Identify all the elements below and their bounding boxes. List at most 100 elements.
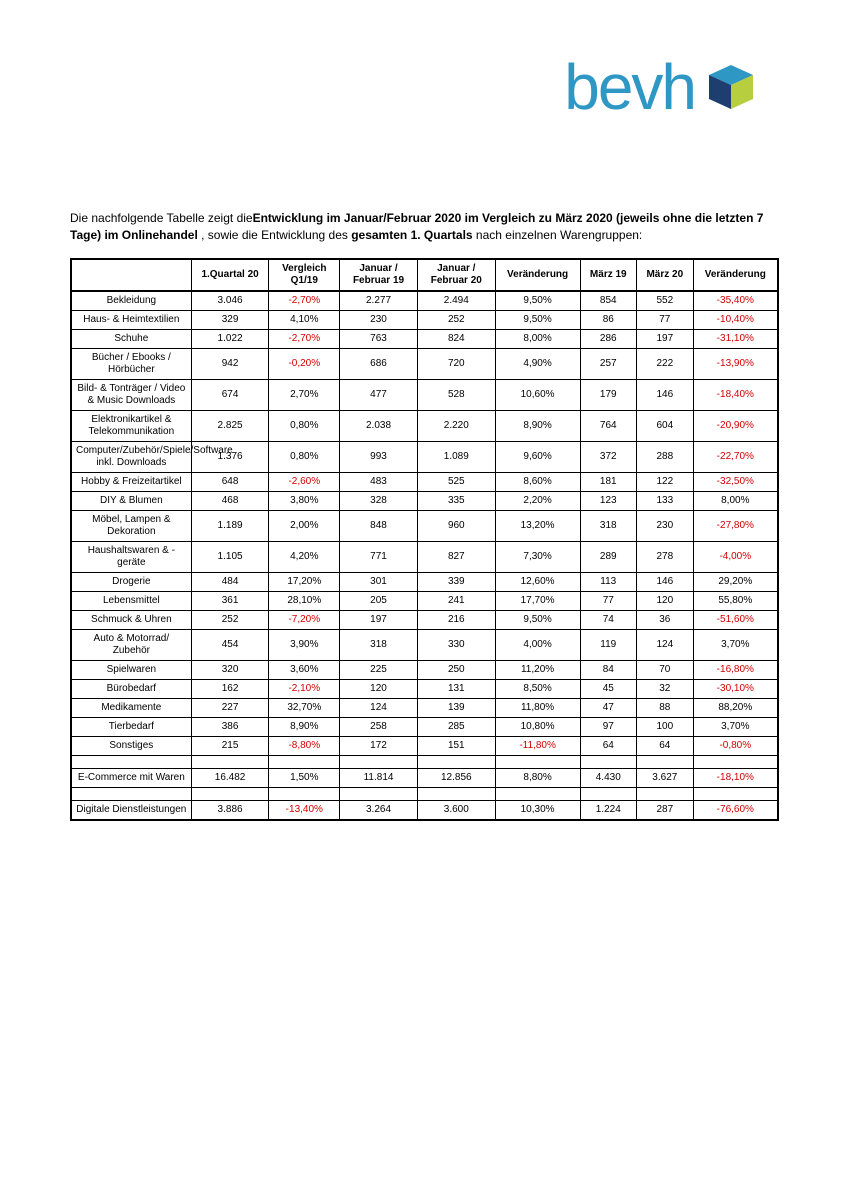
chg2-cell: -32,50%: [693, 472, 778, 491]
chg1-cell: 8,60%: [495, 472, 580, 491]
blank-cell: [71, 787, 191, 800]
q1-cell: 454: [191, 629, 269, 660]
intro-pre: Die nachfolgende Tabelle zeigt die: [70, 211, 253, 225]
intro-post: nach einzelnen Warengruppen:: [473, 228, 643, 242]
chg2-cell: -30,10%: [693, 679, 778, 698]
logo-text: bevh: [564, 55, 695, 119]
table-row: Schmuck & Uhren252-7,20%1972169,50%7436-…: [71, 610, 778, 629]
row-label: Tierbedarf: [71, 717, 191, 736]
chg2-cell: -31,10%: [693, 329, 778, 348]
blank-cell: [417, 755, 495, 768]
m19-cell: 854: [580, 291, 637, 311]
jf20-cell: 131: [417, 679, 495, 698]
q1-cell: 320: [191, 660, 269, 679]
table-row: Schuhe1.022-2,70%7638248,00%286197-31,10…: [71, 329, 778, 348]
chg1-cell: 11,80%: [495, 698, 580, 717]
m20-cell: 122: [637, 472, 694, 491]
row-label: Spielwaren: [71, 660, 191, 679]
col-header: März 20: [637, 259, 694, 291]
q1-cell: 468: [191, 491, 269, 510]
vq-cell: 4,20%: [269, 541, 340, 572]
col-header: Januar / Februar 19: [340, 259, 418, 291]
m19-cell: 47: [580, 698, 637, 717]
m19-cell: 45: [580, 679, 637, 698]
jf20-cell: 250: [417, 660, 495, 679]
m19-cell: 181: [580, 472, 637, 491]
chg1-cell: 17,70%: [495, 591, 580, 610]
jf20-cell: 285: [417, 717, 495, 736]
table-row: [71, 755, 778, 768]
q1-cell: 252: [191, 610, 269, 629]
jf19-cell: 120: [340, 679, 418, 698]
header-row: 1.Quartal 20 Vergleich Q1/19 Januar / Fe…: [71, 259, 778, 291]
chg1-cell: 13,20%: [495, 510, 580, 541]
m19-cell: 289: [580, 541, 637, 572]
q1-cell: 674: [191, 379, 269, 410]
m20-cell: 287: [637, 800, 694, 820]
intro-mid: , sowie die Entwicklung des: [198, 228, 348, 242]
jf20-cell: 2.220: [417, 410, 495, 441]
chg2-cell: -22,70%: [693, 441, 778, 472]
blank-cell: [191, 755, 269, 768]
row-label: Schmuck & Uhren: [71, 610, 191, 629]
jf19-cell: 205: [340, 591, 418, 610]
jf19-cell: 318: [340, 629, 418, 660]
m19-cell: 77: [580, 591, 637, 610]
q1-cell: 1.022: [191, 329, 269, 348]
chg1-cell: 9,50%: [495, 310, 580, 329]
m19-cell: 179: [580, 379, 637, 410]
table-head: 1.Quartal 20 Vergleich Q1/19 Januar / Fe…: [71, 259, 778, 291]
jf19-cell: 848: [340, 510, 418, 541]
vq-cell: 2,00%: [269, 510, 340, 541]
vq-cell: -2,70%: [269, 291, 340, 311]
col-header: Veränderung: [693, 259, 778, 291]
row-label: Bild- & Tonträger / Video & Music Downlo…: [71, 379, 191, 410]
vq-cell: 3,60%: [269, 660, 340, 679]
chg2-cell: -13,90%: [693, 348, 778, 379]
vq-cell: 8,90%: [269, 717, 340, 736]
blank-cell: [580, 755, 637, 768]
table-row: Hobby & Freizeitartikel648-2,60%4835258,…: [71, 472, 778, 491]
row-label: Auto & Motorrad/ Zubehör: [71, 629, 191, 660]
m19-cell: 1.224: [580, 800, 637, 820]
q1-cell: 329: [191, 310, 269, 329]
row-label: Bürobedarf: [71, 679, 191, 698]
jf19-cell: 197: [340, 610, 418, 629]
m20-cell: 222: [637, 348, 694, 379]
chg1-cell: 8,90%: [495, 410, 580, 441]
blank-cell: [495, 787, 580, 800]
vq-cell: -0,20%: [269, 348, 340, 379]
chg1-cell: 2,20%: [495, 491, 580, 510]
intro-paragraph: Die nachfolgende Tabelle zeigt dieEntwic…: [70, 210, 779, 244]
jf20-cell: 720: [417, 348, 495, 379]
blank-cell: [637, 755, 694, 768]
blank-cell: [269, 755, 340, 768]
row-label: Hobby & Freizeitartikel: [71, 472, 191, 491]
logo-cube-icon: [703, 59, 759, 115]
m20-cell: 32: [637, 679, 694, 698]
chg1-cell: 7,30%: [495, 541, 580, 572]
chg2-cell: 55,80%: [693, 591, 778, 610]
blank-cell: [417, 787, 495, 800]
row-label: Bücher / Ebooks / Hörbücher: [71, 348, 191, 379]
chg2-cell: 3,70%: [693, 717, 778, 736]
table-row: Auto & Motorrad/ Zubehör4543,90%3183304,…: [71, 629, 778, 660]
blank-cell: [693, 755, 778, 768]
row-label: Lebensmittel: [71, 591, 191, 610]
m19-cell: 764: [580, 410, 637, 441]
jf20-cell: 525: [417, 472, 495, 491]
jf19-cell: 230: [340, 310, 418, 329]
vq-cell: -2,70%: [269, 329, 340, 348]
q1-cell: 215: [191, 736, 269, 755]
vq-cell: 2,70%: [269, 379, 340, 410]
jf19-cell: 328: [340, 491, 418, 510]
m20-cell: 146: [637, 572, 694, 591]
blank-cell: [340, 787, 418, 800]
chg1-cell: 10,80%: [495, 717, 580, 736]
jf19-cell: 301: [340, 572, 418, 591]
row-label: Schuhe: [71, 329, 191, 348]
row-label: Computer/Zubehör/Spiele/Software inkl. D…: [71, 441, 191, 472]
chg1-cell: 4,90%: [495, 348, 580, 379]
jf20-cell: 960: [417, 510, 495, 541]
m19-cell: 318: [580, 510, 637, 541]
